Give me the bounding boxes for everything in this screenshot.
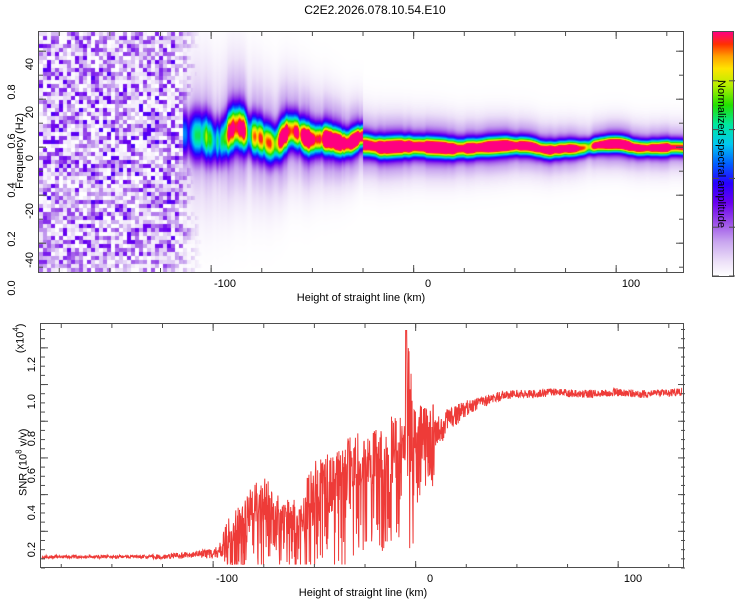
snr-ylabel-main: SNR (10 xyxy=(17,453,30,497)
snr-panel xyxy=(40,323,684,568)
colorbar-gradient xyxy=(713,32,733,276)
colorbar-tick-04: 0.4 xyxy=(6,182,18,198)
colorbar xyxy=(712,31,734,277)
snr-ylabel: SNR (108 v/v) xyxy=(15,407,30,517)
snr-multiplier-exponent: 4 xyxy=(11,327,21,332)
snr-trace xyxy=(41,329,683,566)
snr-ylabel-tail: v/v) xyxy=(17,428,30,450)
colorbar-label: Normalized spectral amplitude xyxy=(715,80,727,228)
snr-xtick-0: 0 xyxy=(426,573,434,585)
colorbar-tick-0: 0.0 xyxy=(6,280,18,296)
spec-xtick-m100: -100 xyxy=(213,278,237,290)
colorbar-tick-06: 0.6 xyxy=(6,133,18,149)
spectrogram-panel xyxy=(38,31,684,273)
spec-xtick-0: 0 xyxy=(424,278,432,290)
figure-title: C2E2.2026.078.10.54.E10 xyxy=(304,3,446,17)
snr-ytick-12: 1.2 xyxy=(26,357,38,373)
snr-multiplier-tail: ) xyxy=(14,323,27,328)
spec-xlabel: Height of straight line (km) xyxy=(296,292,426,304)
colorbar-tick-marks xyxy=(713,80,735,277)
spec-ytick-m40: -40 xyxy=(24,252,36,268)
snr-multiplier-main: (x10 xyxy=(14,331,27,354)
snr-plot-svg xyxy=(41,329,683,566)
colorbar-tick-08: 0.8 xyxy=(6,84,18,100)
snr-xtick-m100: -100 xyxy=(215,573,239,585)
snr-xlabel: Height of straight line (km) xyxy=(298,587,428,599)
spec-ytick-40: 40 xyxy=(24,58,36,71)
spectrogram-tick-marks xyxy=(39,32,683,272)
spectrogram-canvas xyxy=(39,32,683,272)
snr-y-multiplier: (x104) xyxy=(12,315,27,361)
snr-xtick-100: 100 xyxy=(623,573,643,585)
spec-xtick-100: 100 xyxy=(621,278,641,290)
snr-tick-marks xyxy=(41,324,685,569)
snr-ytick-02: 0.2 xyxy=(26,542,38,558)
snr-ylabel-exponent: 8 xyxy=(14,449,24,454)
colorbar-tick-02: 0.2 xyxy=(6,231,18,247)
spec-ytick-m20: -20 xyxy=(24,203,36,219)
